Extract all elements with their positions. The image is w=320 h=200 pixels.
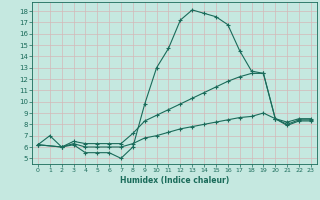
X-axis label: Humidex (Indice chaleur): Humidex (Indice chaleur) — [120, 176, 229, 185]
